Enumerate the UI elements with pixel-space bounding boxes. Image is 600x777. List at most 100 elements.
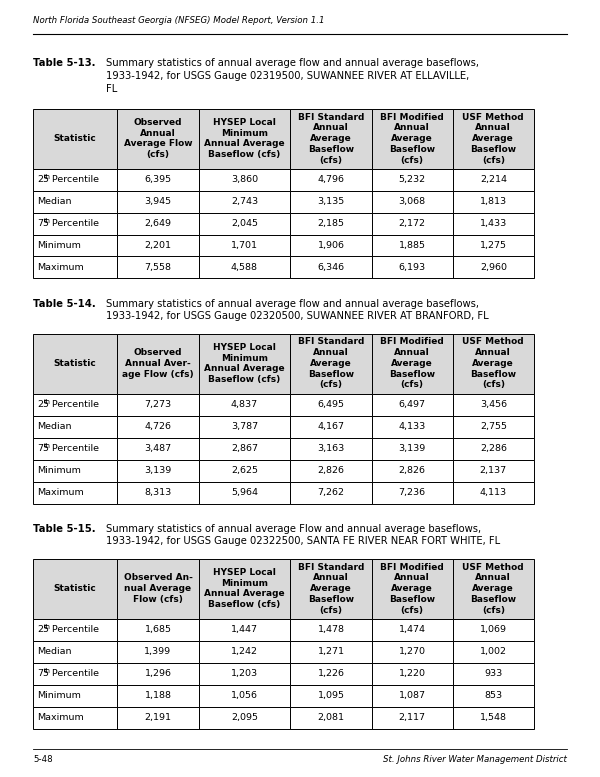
Bar (33, 618, 118, 640)
Text: 853: 853 (484, 691, 502, 700)
Bar (290, 685, 371, 706)
Bar (118, 459, 199, 482)
Text: th: th (44, 174, 51, 179)
Bar (199, 169, 290, 190)
Text: 1,220: 1,220 (398, 669, 425, 678)
Text: 2,826: 2,826 (398, 466, 425, 475)
Text: 1,474: 1,474 (398, 625, 425, 634)
Text: 4,113: 4,113 (480, 488, 507, 497)
Text: Percentile: Percentile (49, 444, 99, 453)
Text: 1,701: 1,701 (231, 241, 258, 250)
Text: 3,487: 3,487 (145, 444, 172, 453)
Bar (290, 169, 371, 190)
Text: Maximum: Maximum (37, 713, 84, 722)
Bar (290, 437, 371, 459)
Text: 1,906: 1,906 (317, 241, 344, 250)
Text: 6,193: 6,193 (398, 263, 426, 272)
Text: 1,275: 1,275 (480, 241, 507, 250)
Text: 3,787: 3,787 (231, 422, 258, 431)
Text: 3,163: 3,163 (317, 444, 344, 453)
Text: Table 5-14.: Table 5-14. (33, 298, 96, 308)
Bar (371, 482, 453, 503)
Text: th: th (44, 624, 51, 630)
Text: 1,433: 1,433 (479, 219, 507, 228)
Text: Minimum: Minimum (37, 241, 81, 250)
Bar (453, 685, 534, 706)
Text: th: th (44, 668, 51, 674)
Bar (371, 109, 453, 169)
Text: USF Method
Annual
Average
Baseflow
(cfs): USF Method Annual Average Baseflow (cfs) (463, 337, 524, 389)
Text: 2,201: 2,201 (145, 241, 172, 250)
Text: Percentile: Percentile (49, 400, 99, 409)
Text: Observed
Annual
Average Flow
(cfs): Observed Annual Average Flow (cfs) (124, 118, 192, 159)
Text: Minimum: Minimum (37, 691, 81, 700)
Bar (290, 212, 371, 235)
Text: 6,346: 6,346 (317, 263, 344, 272)
Text: 3,860: 3,860 (231, 175, 258, 184)
Bar (453, 190, 534, 212)
Text: BFI Standard
Annual
Average
Baseflow
(cfs): BFI Standard Annual Average Baseflow (cf… (298, 563, 364, 615)
Bar (453, 416, 534, 437)
Text: 2,191: 2,191 (145, 713, 172, 722)
Text: 1,242: 1,242 (231, 647, 258, 656)
Bar (371, 663, 453, 685)
Bar (453, 640, 534, 663)
Bar (199, 416, 290, 437)
Text: 1,296: 1,296 (145, 669, 172, 678)
Text: 4,588: 4,588 (231, 263, 258, 272)
Text: North Florida Southeast Georgia (NFSEG) Model Report, Version 1.1: North Florida Southeast Georgia (NFSEG) … (33, 16, 325, 25)
Bar (453, 482, 534, 503)
Bar (33, 393, 118, 416)
Bar (371, 256, 453, 278)
Text: Statistic: Statistic (54, 359, 97, 368)
Text: 2,172: 2,172 (398, 219, 425, 228)
Text: Percentile: Percentile (49, 175, 99, 184)
Bar (453, 706, 534, 729)
Bar (290, 190, 371, 212)
Bar (199, 685, 290, 706)
Bar (118, 559, 199, 618)
Text: 2,117: 2,117 (398, 713, 425, 722)
Text: 1,478: 1,478 (317, 625, 344, 634)
Text: 5,232: 5,232 (398, 175, 426, 184)
Bar (453, 109, 534, 169)
Text: BFI Modified
Annual
Average
Baseflow
(cfs): BFI Modified Annual Average Baseflow (cf… (380, 113, 444, 165)
Text: th: th (44, 443, 51, 449)
Text: BFI Modified
Annual
Average
Baseflow
(cfs): BFI Modified Annual Average Baseflow (cf… (380, 337, 444, 389)
Text: Statistic: Statistic (54, 584, 97, 593)
Bar (118, 169, 199, 190)
Text: Percentile: Percentile (49, 669, 99, 678)
Text: BFI Standard
Annual
Average
Baseflow
(cfs): BFI Standard Annual Average Baseflow (cf… (298, 113, 364, 165)
Text: Table 5-13.: Table 5-13. (33, 58, 95, 68)
Text: Median: Median (37, 197, 71, 206)
Bar (118, 706, 199, 729)
Text: Observed An-
nual Average
Flow (cfs): Observed An- nual Average Flow (cfs) (124, 573, 193, 604)
Text: 1,087: 1,087 (398, 691, 425, 700)
Text: 2,214: 2,214 (480, 175, 507, 184)
Bar (371, 640, 453, 663)
Text: 2,867: 2,867 (231, 444, 258, 453)
Bar (199, 109, 290, 169)
Bar (33, 416, 118, 437)
Bar (199, 559, 290, 618)
Text: 1,002: 1,002 (480, 647, 507, 656)
Bar (199, 437, 290, 459)
Text: 7,273: 7,273 (145, 400, 172, 409)
Bar (290, 256, 371, 278)
Text: 25: 25 (37, 625, 49, 634)
Text: USF Method
Annual
Average
Baseflow
(cfs): USF Method Annual Average Baseflow (cfs) (463, 563, 524, 615)
Bar (199, 459, 290, 482)
Text: 1,885: 1,885 (398, 241, 425, 250)
Bar (290, 235, 371, 256)
Text: 7,236: 7,236 (398, 488, 426, 497)
Text: th: th (44, 399, 51, 405)
Bar (453, 169, 534, 190)
Bar (290, 663, 371, 685)
Text: 6,497: 6,497 (398, 400, 425, 409)
Bar (33, 109, 118, 169)
Bar (290, 333, 371, 393)
Bar (118, 685, 199, 706)
Bar (33, 256, 118, 278)
Text: 4,837: 4,837 (231, 400, 258, 409)
Bar (199, 190, 290, 212)
